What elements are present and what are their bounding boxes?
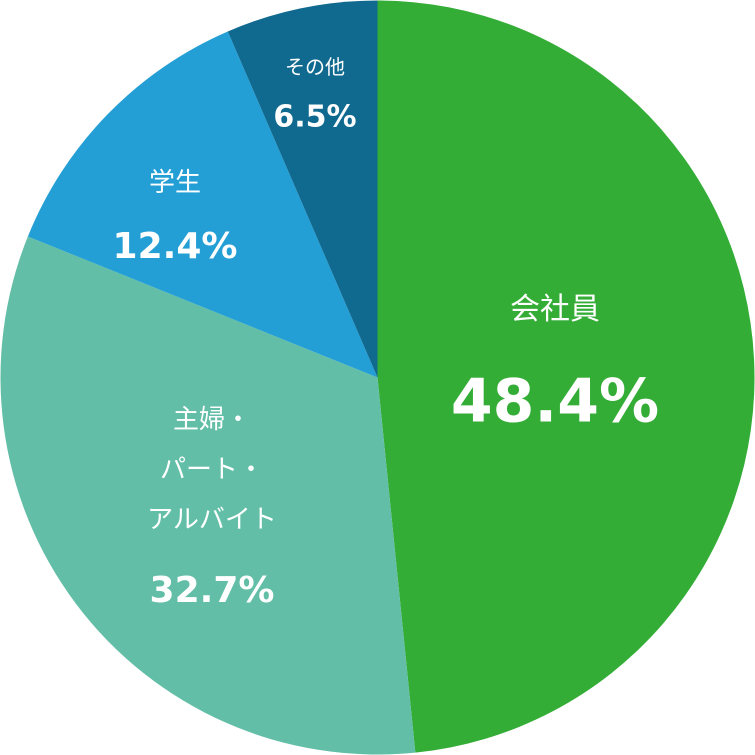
slice-label: その他	[285, 55, 345, 79]
value-label: 32.7%	[150, 570, 275, 611]
pie-slice	[27, 31, 378, 378]
slice-label: 主婦・パート・アルバイト	[147, 405, 277, 535]
slice-label: 会社員	[510, 292, 600, 327]
value-label: 48.4%	[451, 367, 659, 437]
pie-slice	[377, 0, 755, 753]
value-label: 12.4%	[113, 226, 238, 267]
slice-label: 学生	[149, 168, 201, 198]
pie-slice	[0, 236, 416, 755]
pie-slice	[227, 0, 378, 378]
value-label: 6.5%	[273, 100, 356, 135]
